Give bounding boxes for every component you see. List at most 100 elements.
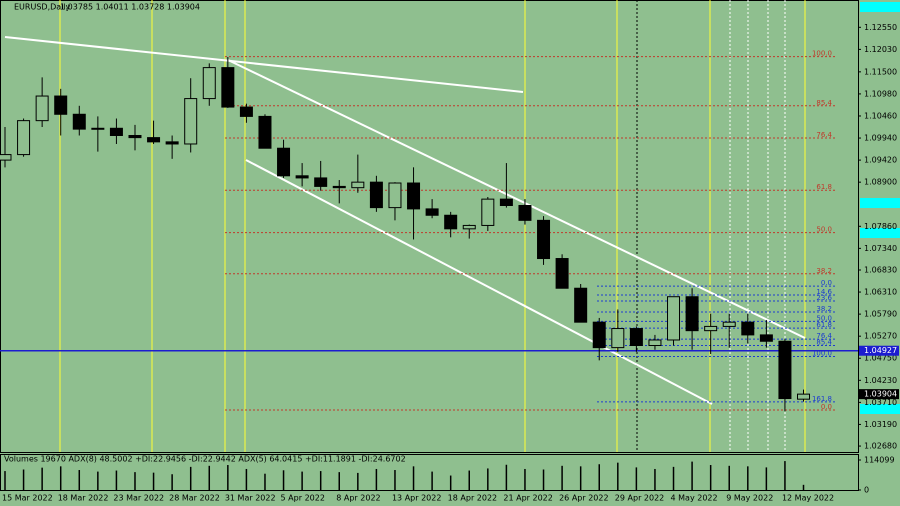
y-tick-label: 1.06830 xyxy=(864,265,897,274)
fib-label: 23.6 xyxy=(816,294,832,302)
y-tick-label: 1.03710 xyxy=(864,398,897,407)
x-tick-label: 31 Mar 2022 xyxy=(225,494,276,503)
sub-frame xyxy=(0,454,859,491)
x-tick-label: 28 Mar 2022 xyxy=(169,494,220,503)
candle-body xyxy=(481,198,495,226)
x-tick-label: 26 Apr 2022 xyxy=(559,494,608,503)
candle-body xyxy=(128,134,142,139)
candle-body xyxy=(407,182,421,210)
candle-body xyxy=(425,208,439,216)
candle-body xyxy=(667,296,681,341)
candle-body xyxy=(147,137,161,143)
candle-body xyxy=(109,127,123,136)
price-marker-label: 1.03904 xyxy=(864,390,897,399)
price-marker-label: 1.04927 xyxy=(864,346,897,355)
candle-body xyxy=(592,321,606,349)
candle-body xyxy=(537,219,551,260)
x-tick-label: 21 Apr 2022 xyxy=(503,494,552,503)
candle-body xyxy=(202,67,216,100)
candle-body xyxy=(295,175,309,179)
x-tick-label: 8 Apr 2022 xyxy=(336,494,380,503)
x-tick-label: 9 May 2022 xyxy=(726,494,773,503)
y-tick-label: 1.09420 xyxy=(864,156,897,165)
x-tick-label: 4 May 2022 xyxy=(671,494,718,503)
y-tick-label: 1.06310 xyxy=(864,288,897,297)
candle-body xyxy=(759,334,773,342)
candle-body xyxy=(91,127,105,130)
fib-label: 0.0 xyxy=(821,279,832,287)
fib-label: 76.4 xyxy=(816,131,832,139)
y-tick-label: 1.10980 xyxy=(864,89,897,98)
candle-body xyxy=(797,393,811,400)
y-tick-label: 1.12030 xyxy=(864,45,897,54)
candle-body xyxy=(351,181,365,189)
candle-body xyxy=(221,67,235,108)
highlight-box xyxy=(860,228,900,238)
candle-body xyxy=(35,95,49,122)
price-marker-box xyxy=(859,389,899,400)
indicator-label: Volumes 19670 ADX(8) 48.5002 +DI:22.9456… xyxy=(4,455,406,464)
x-tick-label: 18 Apr 2022 xyxy=(448,494,497,503)
candle-body xyxy=(54,95,68,115)
y-tick-label: 1.07340 xyxy=(864,244,897,253)
candle-body xyxy=(314,177,328,187)
fib-label: 0.0 xyxy=(821,403,832,411)
fib-label: 100.0 xyxy=(812,50,832,58)
channel-line xyxy=(227,59,806,339)
candle-body xyxy=(518,204,532,221)
fib-label: 61.8 xyxy=(816,183,832,191)
highlight-box xyxy=(860,2,900,12)
fib-label: 50.0 xyxy=(816,226,832,234)
candle-body xyxy=(72,113,86,130)
candle-body xyxy=(778,340,792,400)
x-tick-label: 29 Apr 2022 xyxy=(615,494,664,503)
x-tick-label: 23 Mar 2022 xyxy=(113,494,164,503)
fib-label: 161.8 xyxy=(812,395,832,403)
y-tick-label: 1.04230 xyxy=(864,376,897,385)
candle-body xyxy=(685,296,699,332)
fib-label: 38.2 xyxy=(816,267,832,275)
price-marker-box xyxy=(859,345,899,356)
y-tick-label: 1.07860 xyxy=(864,222,897,231)
x-tick-label: 12 May 2022 xyxy=(782,494,834,503)
candle-body xyxy=(704,325,718,332)
candle-body xyxy=(277,147,291,177)
candle-body xyxy=(555,258,569,289)
fib-label: 85.4 xyxy=(816,339,832,347)
v-tick-label: 0 xyxy=(864,486,869,495)
y-tick-label: 1.03190 xyxy=(864,420,897,429)
y-tick-label: 1.02680 xyxy=(864,442,897,451)
fib-label: 38.2 xyxy=(816,305,832,313)
fib-label: 50.0 xyxy=(816,314,832,322)
fib-label: 61.8 xyxy=(816,321,832,329)
y-tick-label: 1.11500 xyxy=(864,67,897,76)
chart-title: EURUSD,Daily xyxy=(14,3,71,12)
x-tick-label: 18 Mar 2022 xyxy=(58,494,109,503)
candle-body xyxy=(629,328,643,347)
y-tick-label: 1.05790 xyxy=(864,310,897,319)
y-tick-label: 1.08900 xyxy=(864,178,897,187)
candle-body xyxy=(611,328,625,349)
candle-body xyxy=(239,106,253,117)
candle-body xyxy=(165,141,179,145)
highlight-box xyxy=(860,198,900,208)
y-tick-label: 1.12550 xyxy=(864,23,897,32)
trend-line xyxy=(4,36,524,93)
y-tick-label: 1.09940 xyxy=(864,134,897,143)
candle-body xyxy=(444,214,458,230)
fib-label: 76.4 xyxy=(816,332,832,340)
highlight-box xyxy=(860,404,900,414)
axis-highlights xyxy=(860,2,900,414)
y-tick-label: 1.05270 xyxy=(864,332,897,341)
trend-lines xyxy=(4,36,806,405)
candle-body xyxy=(462,224,476,230)
fib-label: 85.4 xyxy=(816,99,832,107)
x-tick-label: 13 Apr 2022 xyxy=(392,494,441,503)
candle-body xyxy=(17,120,31,156)
fib-label: 14.6 xyxy=(816,288,832,296)
fib-label: 100.0 xyxy=(812,350,832,358)
y-tick-label: 1.10460 xyxy=(864,111,897,120)
candle-body xyxy=(258,115,272,149)
